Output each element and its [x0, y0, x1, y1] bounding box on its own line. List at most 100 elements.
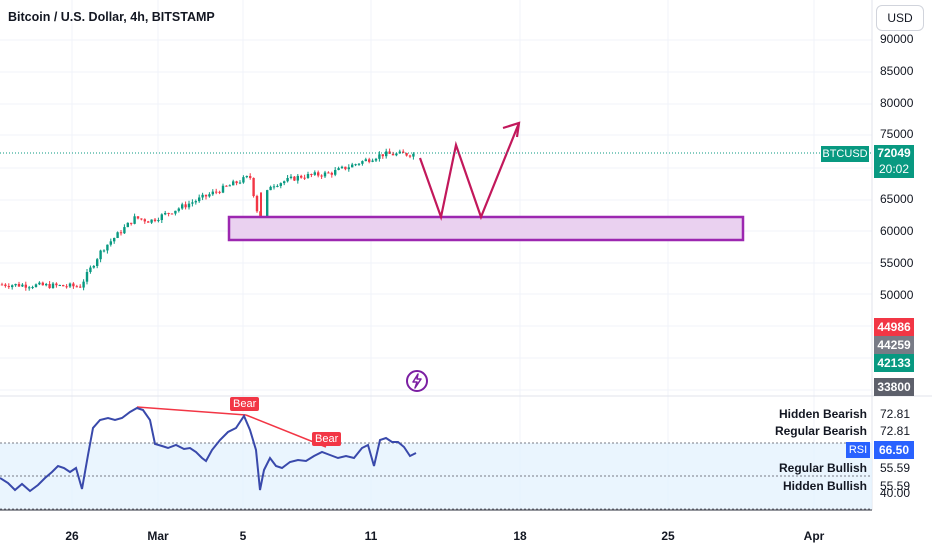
hidden-bearish-label: Hidden Bearish: [778, 407, 867, 421]
candle-body: [340, 166, 344, 169]
candle-body: [106, 244, 109, 251]
candle-body: [89, 267, 92, 272]
candle-body: [102, 250, 106, 252]
rsi-value-tag: 66.50: [874, 441, 914, 459]
symbol-tag: BTCUSD: [821, 146, 869, 162]
candle-body: [320, 175, 323, 177]
currency-button[interactable]: USD: [876, 5, 924, 31]
candle-body: [48, 284, 51, 289]
candle-body: [351, 164, 354, 168]
candle-body: [116, 232, 119, 238]
time-axis-label: Apr: [803, 529, 825, 543]
candle-body: [4, 284, 7, 287]
candle-body: [17, 283, 21, 287]
candle-body: [41, 282, 44, 286]
candle-body: [245, 176, 248, 178]
hidden-bearish-value: 72.81: [880, 407, 911, 421]
candle-body: [62, 285, 65, 287]
candle-body: [96, 259, 99, 266]
candle-body: [388, 151, 391, 154]
candle-body: [374, 158, 378, 161]
candle-body: [228, 185, 231, 187]
last-price-tag: 72049 20:02: [874, 145, 914, 178]
candle-body: [317, 172, 320, 176]
candle-body: [167, 212, 170, 214]
candle-body: [303, 177, 306, 179]
projection-path[interactable]: [418, 122, 521, 222]
candle-body: [157, 220, 160, 222]
candle-body: [140, 218, 143, 220]
candle-body: [92, 265, 95, 268]
candle-body: [31, 287, 34, 289]
price-axis-label: 90000: [880, 32, 914, 46]
regular-bearish-label: Regular Bearish: [774, 424, 867, 438]
rsi-axis-partial: 40.00: [880, 489, 911, 498]
candle-body: [344, 166, 347, 170]
time-axis-label: 25: [661, 529, 675, 543]
hidden-bullish-label: Hidden Bullish: [783, 479, 867, 493]
candle-body: [283, 181, 286, 184]
price-tag-dark: 33800: [874, 378, 914, 396]
lightning-icon[interactable]: [406, 370, 428, 392]
chart-title: Bitcoin / U.S. Dollar, 4h, BITSTAMP: [8, 10, 215, 24]
candle-body: [164, 212, 167, 215]
grid-lines: [0, 0, 872, 510]
candle-body: [0, 284, 4, 286]
price-axis-label: 85000: [880, 64, 914, 78]
candle-body: [364, 159, 367, 162]
candle-body: [170, 213, 174, 215]
candle-body: [109, 241, 112, 245]
candle-body: [286, 178, 289, 182]
rsi-line: [0, 406, 417, 493]
candle-body: [249, 176, 252, 178]
candle-body: [361, 161, 364, 164]
candle-body: [266, 190, 269, 219]
candle-body: [323, 172, 327, 177]
candle-body: [153, 219, 157, 221]
candle-body: [85, 271, 89, 282]
candle-body: [201, 194, 204, 198]
candle-body: [215, 191, 218, 193]
projection-arrowhead: [502, 121, 521, 138]
candle-body: [405, 153, 408, 156]
candle-body: [269, 186, 272, 191]
time-axis-label: 18: [513, 529, 527, 543]
rsi-name-tag: RSI: [846, 442, 870, 458]
candle-body: [204, 194, 208, 197]
price-tag-gray: 44259: [874, 336, 914, 354]
candle-body: [385, 151, 388, 157]
candle-body: [143, 219, 146, 222]
candle-body: [242, 177, 245, 183]
candle-body: [337, 168, 340, 170]
candle-body: [34, 284, 38, 288]
candle-body: [187, 203, 191, 208]
candle-body: [82, 281, 85, 288]
candle-body: [126, 222, 129, 228]
candle-body: [55, 283, 58, 286]
candle-body: [58, 285, 61, 287]
candle-body: [194, 201, 197, 203]
candle-body: [130, 222, 133, 224]
candle-body: [113, 237, 116, 242]
regular-bearish-value: 72.81: [880, 424, 911, 438]
support-zone-rectangle[interactable]: [227, 215, 745, 242]
candle-body: [133, 216, 136, 224]
candle-body: [136, 216, 140, 219]
candle-body: [354, 164, 357, 166]
candle-body: [293, 176, 296, 181]
candle-body: [211, 191, 214, 195]
candle-body: [160, 214, 163, 221]
candle-body: [177, 208, 180, 211]
price-axis-label: 65000: [880, 192, 914, 206]
candle-body: [123, 227, 126, 234]
candle-body: [225, 185, 228, 187]
candle-body: [99, 250, 102, 260]
candle-body: [395, 153, 398, 156]
candle-body: [347, 167, 350, 170]
candle-body: [174, 210, 177, 214]
candle-body: [391, 153, 395, 156]
candle-body: [45, 284, 48, 286]
candle-body: [310, 174, 313, 176]
regular-bullish-value: 55.59: [880, 461, 911, 475]
